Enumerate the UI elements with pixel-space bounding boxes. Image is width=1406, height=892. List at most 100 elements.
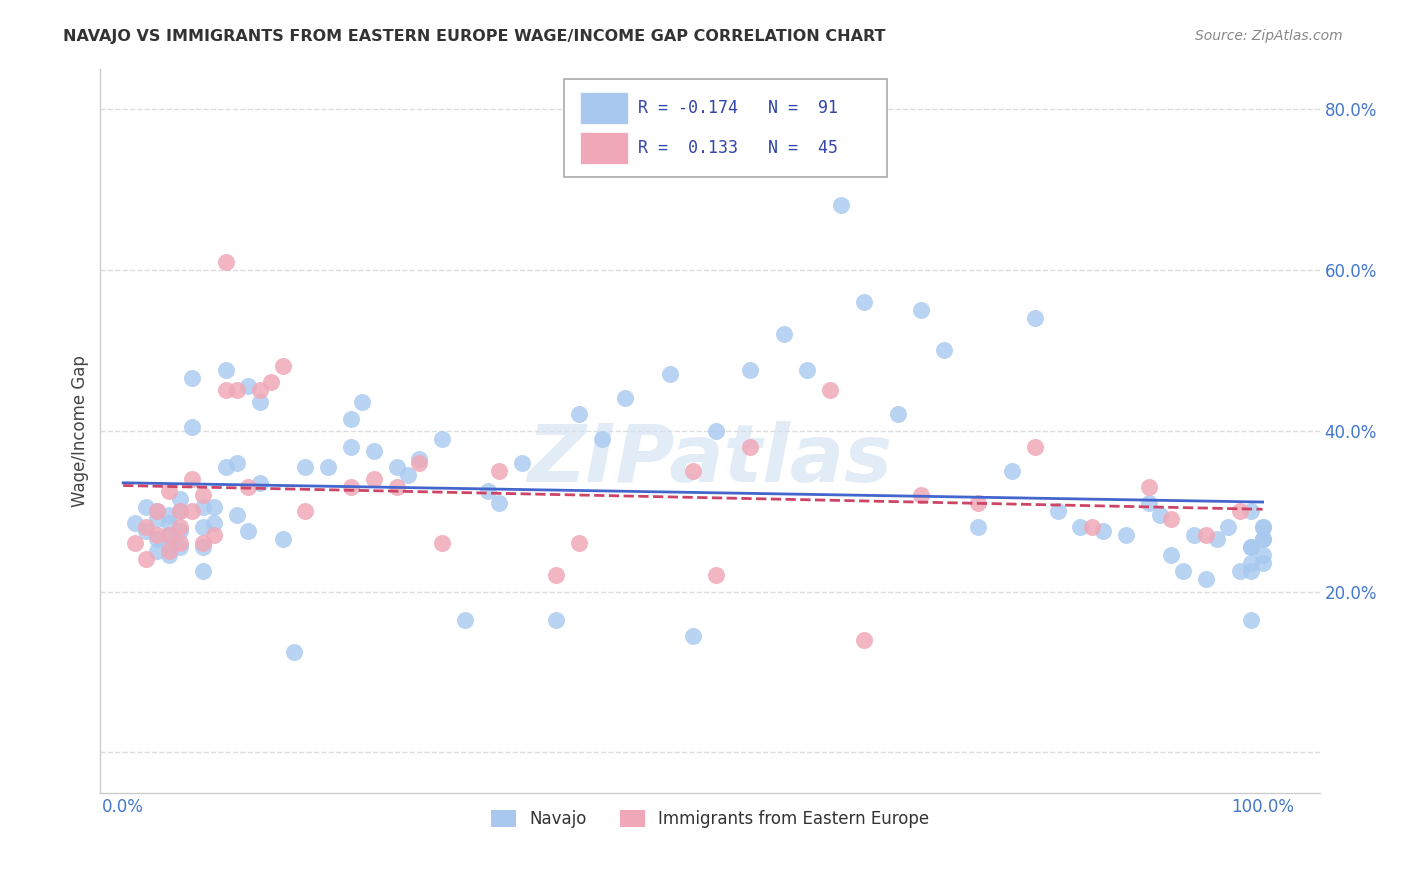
Text: R = -0.174   N =  91: R = -0.174 N = 91 bbox=[638, 99, 838, 118]
Point bbox=[191, 565, 214, 579]
Point bbox=[682, 464, 704, 478]
Point bbox=[682, 629, 704, 643]
Point bbox=[169, 524, 191, 538]
Point bbox=[510, 456, 533, 470]
Point bbox=[1251, 532, 1274, 546]
Point bbox=[704, 424, 727, 438]
Point bbox=[124, 536, 146, 550]
Point bbox=[169, 541, 191, 555]
Point bbox=[157, 516, 180, 530]
FancyBboxPatch shape bbox=[579, 132, 628, 164]
Point bbox=[613, 392, 636, 406]
Text: ZIPatlas: ZIPatlas bbox=[527, 420, 893, 499]
Point bbox=[146, 504, 169, 518]
Point bbox=[591, 432, 613, 446]
Point bbox=[294, 504, 316, 518]
Point bbox=[146, 512, 169, 526]
Point bbox=[157, 541, 180, 555]
Point bbox=[546, 568, 568, 582]
Point bbox=[932, 343, 955, 358]
Point bbox=[146, 504, 169, 518]
Point bbox=[157, 544, 180, 558]
Point bbox=[238, 524, 260, 538]
Point bbox=[238, 379, 260, 393]
Point bbox=[1240, 613, 1263, 627]
Point bbox=[910, 488, 932, 502]
Point bbox=[340, 411, 363, 425]
Point bbox=[215, 254, 238, 268]
Point bbox=[1240, 541, 1263, 555]
Point bbox=[215, 384, 238, 398]
Point bbox=[180, 504, 202, 518]
Text: NAVAJO VS IMMIGRANTS FROM EASTERN EUROPE WAGE/INCOME GAP CORRELATION CHART: NAVAJO VS IMMIGRANTS FROM EASTERN EUROPE… bbox=[63, 29, 886, 44]
Point bbox=[396, 467, 419, 482]
Point bbox=[1160, 549, 1182, 563]
Point bbox=[1137, 496, 1160, 510]
Point bbox=[1046, 504, 1069, 518]
Point bbox=[135, 520, 157, 534]
Point bbox=[408, 451, 430, 466]
Point bbox=[1160, 512, 1182, 526]
Point bbox=[1080, 520, 1102, 534]
Point bbox=[191, 500, 214, 514]
Point bbox=[191, 536, 214, 550]
Point bbox=[488, 496, 510, 510]
Point bbox=[135, 524, 157, 538]
Point bbox=[1092, 524, 1115, 538]
Point bbox=[157, 483, 180, 498]
Point bbox=[488, 464, 510, 478]
Point bbox=[1024, 310, 1046, 325]
Point bbox=[966, 496, 988, 510]
Point bbox=[202, 500, 225, 514]
Point bbox=[1024, 440, 1046, 454]
Point bbox=[704, 568, 727, 582]
Point bbox=[1194, 573, 1216, 587]
Legend: Navajo, Immigrants from Eastern Europe: Navajo, Immigrants from Eastern Europe bbox=[484, 804, 936, 835]
Point bbox=[169, 536, 191, 550]
Point bbox=[1182, 528, 1205, 542]
Point bbox=[546, 613, 568, 627]
Y-axis label: Wage/Income Gap: Wage/Income Gap bbox=[72, 355, 89, 507]
Point bbox=[408, 456, 430, 470]
Point bbox=[1229, 504, 1251, 518]
Point bbox=[1194, 528, 1216, 542]
Point bbox=[226, 456, 249, 470]
Point bbox=[830, 198, 852, 212]
Point bbox=[1251, 549, 1274, 563]
Point bbox=[294, 459, 316, 474]
Point bbox=[477, 483, 499, 498]
Point bbox=[1240, 541, 1263, 555]
Point bbox=[135, 552, 157, 566]
Point bbox=[852, 632, 875, 647]
Point bbox=[316, 459, 339, 474]
Point bbox=[180, 472, 202, 486]
Point bbox=[363, 472, 385, 486]
Point bbox=[385, 459, 408, 474]
Point bbox=[157, 528, 180, 542]
Point bbox=[340, 440, 363, 454]
Point bbox=[157, 508, 180, 522]
Point bbox=[887, 408, 910, 422]
Point bbox=[1001, 464, 1024, 478]
Point bbox=[363, 443, 385, 458]
Point bbox=[260, 376, 283, 390]
Point bbox=[202, 528, 225, 542]
Point bbox=[169, 504, 191, 518]
Point bbox=[1149, 508, 1171, 522]
Point bbox=[180, 371, 202, 385]
Point bbox=[169, 504, 191, 518]
Point bbox=[191, 520, 214, 534]
Point bbox=[191, 541, 214, 555]
Text: Source: ZipAtlas.com: Source: ZipAtlas.com bbox=[1195, 29, 1343, 43]
Point bbox=[966, 520, 988, 534]
Point bbox=[202, 516, 225, 530]
Point bbox=[1115, 528, 1137, 542]
Point bbox=[432, 432, 454, 446]
Point bbox=[146, 544, 169, 558]
Point bbox=[1240, 565, 1263, 579]
Point bbox=[454, 613, 477, 627]
FancyBboxPatch shape bbox=[564, 79, 887, 178]
Point bbox=[135, 500, 157, 514]
Point bbox=[180, 419, 202, 434]
Point bbox=[568, 536, 591, 550]
